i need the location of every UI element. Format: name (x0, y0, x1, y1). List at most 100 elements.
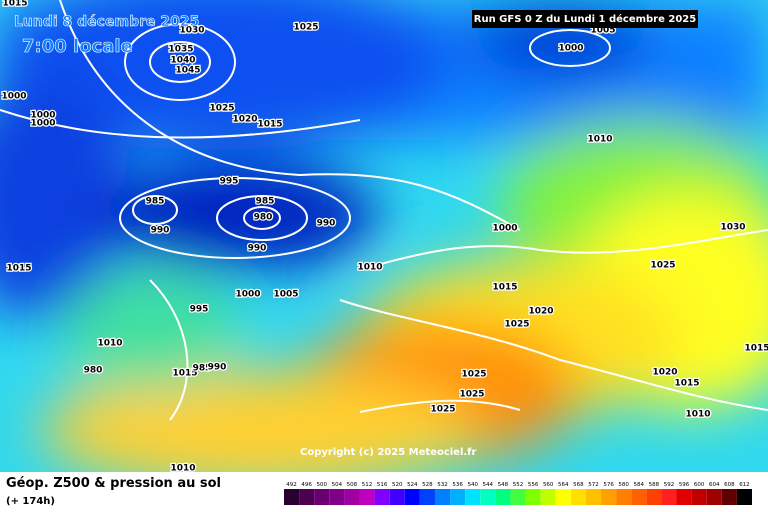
isobar-label: 1025 (461, 370, 486, 380)
isobar-label: 1000 (30, 119, 55, 129)
scale-swatch (601, 489, 617, 505)
isobar-label: 1015 (6, 264, 31, 274)
isobar-label: 1025 (293, 23, 318, 33)
scale-label: 560 (543, 482, 554, 488)
isobar-label: 1025 (650, 261, 675, 271)
scale-label: 584 (634, 482, 645, 488)
isobar-label: 1025 (504, 320, 529, 330)
scale-swatch (344, 489, 360, 505)
background (0, 0, 768, 490)
scale-swatch (706, 489, 722, 505)
time: 7:00 locale (22, 36, 133, 57)
scale-swatch (721, 489, 737, 505)
isobar-label: 995 (190, 305, 209, 315)
run-box (472, 10, 698, 28)
isobar-label: 985 (146, 197, 165, 207)
isobar-label: 980 (84, 366, 103, 376)
scale-label: 588 (649, 482, 660, 488)
isobar-label: 1010 (97, 339, 122, 349)
scale-label: 512 (362, 482, 373, 488)
isobar-label: 1000 (235, 290, 260, 300)
scale-label: 600 (694, 482, 705, 488)
copyright: Copyright (c) 2025 Meteociel.fr (300, 447, 477, 458)
scale-swatch (389, 489, 405, 505)
scale-label: 504 (332, 482, 343, 488)
scale-label: 568 (573, 482, 584, 488)
scale-label: 564 (558, 482, 569, 488)
scale-swatch (480, 489, 496, 505)
run-info: Run GFS 0 Z du Lundi 1 décembre 2025 (474, 13, 696, 25)
scale-swatch (585, 489, 602, 505)
scale-swatch (450, 489, 466, 505)
scale-swatch (465, 489, 481, 505)
isobar-label: 1015 (2, 0, 27, 9)
scale-swatch (314, 489, 330, 505)
isobar-label: 1005 (273, 290, 298, 300)
scale-label: 552 (513, 482, 524, 488)
scale-label: 572 (588, 482, 599, 488)
isobar-label: 1000 (558, 44, 583, 54)
isobar-label: 1020 (528, 307, 553, 317)
scale-swatch (691, 489, 707, 505)
isobar-label: 985 (193, 364, 212, 374)
isobar-label: 1045 (175, 66, 200, 76)
scale-label: 516 (377, 482, 388, 488)
isobars (0, 0, 768, 421)
scale-swatch (284, 489, 300, 505)
footer-title: Géop. Z500 & pression au sol (6, 476, 221, 491)
scale-swatch (540, 489, 556, 505)
isobar-label: 1025 (459, 390, 484, 400)
scale-swatch (299, 489, 315, 505)
isobar-label: 985 (256, 197, 275, 207)
scale-label: 528 (422, 482, 433, 488)
isobar-label: 1000 (30, 111, 55, 121)
scale-label: 532 (437, 482, 448, 488)
isobar-label: 1015 (492, 283, 517, 293)
isobar-label: 1015 (744, 344, 768, 354)
scale-label: 492 (286, 482, 297, 488)
isobar-label: 990 (151, 226, 170, 236)
isobar-label: 1015 (257, 120, 282, 130)
scale-label: 576 (603, 482, 614, 488)
scale-label: 524 (407, 482, 418, 488)
isobar-label: 990 (248, 244, 267, 254)
scale-swatch (374, 489, 390, 505)
scale-label: 548 (498, 482, 509, 488)
scale-swatch (329, 489, 345, 505)
scale-swatch (616, 489, 632, 505)
scale-swatch (631, 489, 647, 505)
isobar-label: 1030 (179, 26, 204, 36)
isobar-label: 1000 (492, 224, 517, 234)
scale-swatch (646, 489, 662, 505)
scale-label: 596 (679, 482, 690, 488)
scale-swatch (736, 489, 752, 505)
scale-swatch (419, 489, 435, 505)
scale-label: 508 (347, 482, 358, 488)
isobar-label: 1040 (170, 56, 195, 66)
isobar-label: 1020 (652, 368, 677, 378)
isobar-label: 1010 (587, 135, 612, 145)
isobar-label: 980 (254, 213, 273, 223)
isobar-label: 1025 (430, 405, 455, 415)
scale-label: 536 (452, 482, 463, 488)
footer-lead: (+ 174h) (6, 496, 55, 507)
scale-label: 540 (467, 482, 478, 488)
isobar-label: 1020 (232, 115, 257, 125)
isobar-label: 1030 (720, 223, 745, 233)
isobar-label: 990 (317, 219, 336, 229)
isobar-label: 990 (208, 363, 227, 373)
scale-swatch (359, 489, 375, 505)
scale-swatch (495, 489, 511, 505)
scale-label: 608 (724, 482, 735, 488)
scale-label: 496 (301, 482, 312, 488)
scale-swatch (570, 489, 586, 505)
isobar-label: 1015 (674, 379, 699, 389)
isobar-label: 1010 (170, 464, 195, 474)
isobar-label: 1010 (685, 410, 710, 420)
scale-label: 544 (483, 482, 494, 488)
isobar-label: 1035 (168, 45, 193, 55)
scale-swatch (434, 489, 451, 505)
scale-label: 520 (392, 482, 403, 488)
date: Lundi 8 décembre 2025 (14, 14, 199, 30)
